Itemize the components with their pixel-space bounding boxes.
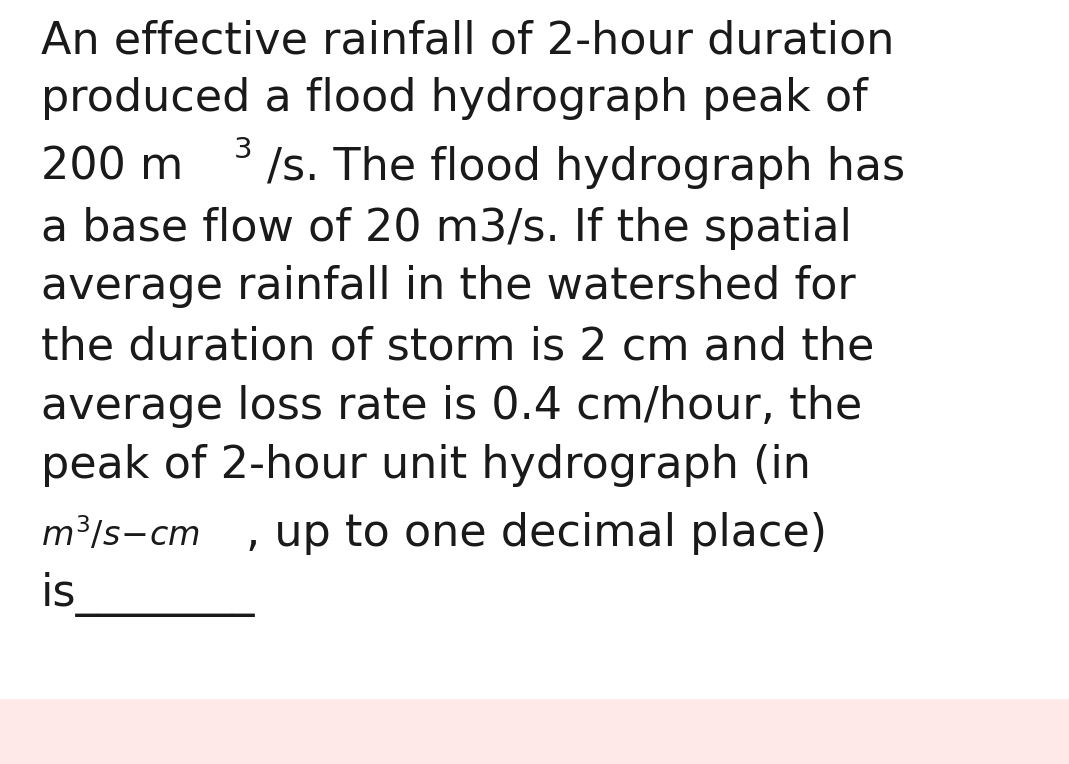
Text: a base flow of 20 m3/s. If the spatial: a base flow of 20 m3/s. If the spatial xyxy=(41,206,852,250)
Text: An effective rainfall of 2-hour duration: An effective rainfall of 2-hour duration xyxy=(41,19,894,63)
Text: peak of 2-hour unit hydrograph (in: peak of 2-hour unit hydrograph (in xyxy=(41,444,810,487)
Text: /s. The flood hydrograph has: /s. The flood hydrograph has xyxy=(267,145,905,189)
Text: 3: 3 xyxy=(234,136,252,164)
Text: produced a flood hydrograph peak of: produced a flood hydrograph peak of xyxy=(41,76,867,120)
Text: average loss rate is 0.4 cm/hour, the: average loss rate is 0.4 cm/hour, the xyxy=(41,384,862,428)
Text: 200 m: 200 m xyxy=(41,145,183,189)
Text: $m^3 / s\!-\!cm$: $m^3 / s\!-\!cm$ xyxy=(41,516,200,553)
Bar xyxy=(0,699,1069,764)
Text: average rainfall in the watershed for: average rainfall in the watershed for xyxy=(41,265,855,309)
Text: the duration of storm is 2 cm and the: the duration of storm is 2 cm and the xyxy=(41,325,874,368)
Text: is________: is________ xyxy=(41,571,255,617)
Text: , up to one decimal place): , up to one decimal place) xyxy=(246,512,826,555)
